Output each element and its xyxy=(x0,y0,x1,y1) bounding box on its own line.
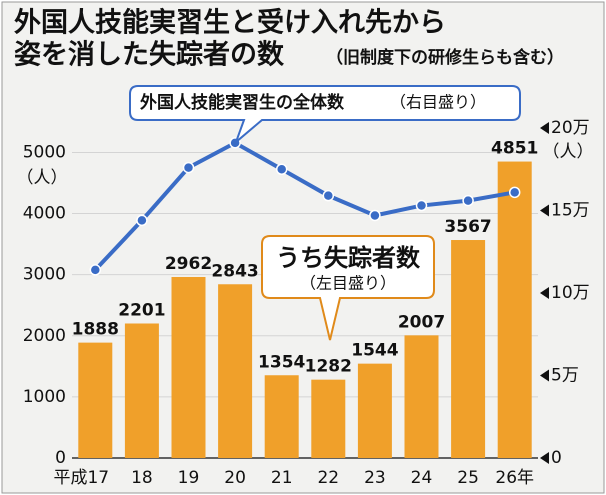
bar-legend: うち失踪者数 xyxy=(276,244,421,272)
bar xyxy=(218,284,253,458)
bar-value-label: 2201 xyxy=(118,300,165,320)
x-tick-label: 20 xyxy=(224,468,246,488)
bar-callout xyxy=(261,235,435,341)
bar-value-label: 1544 xyxy=(351,341,398,361)
line-point xyxy=(369,209,381,222)
line-callout xyxy=(129,85,521,146)
x-tick-label: 19 xyxy=(178,468,200,488)
chart-title: 姿を消した失踪者の数 xyxy=(14,40,285,71)
bar-scale-note: （左目盛り） xyxy=(300,274,396,293)
x-tick-label: 26年 xyxy=(495,468,534,488)
y2-tick-mark xyxy=(540,452,549,464)
line-legend: 外国人技能実習生の全体数 xyxy=(140,92,345,113)
bar-value-label: 1354 xyxy=(258,352,305,372)
bar-value-label: 3567 xyxy=(444,217,491,237)
bar xyxy=(124,323,159,458)
line xyxy=(93,140,516,272)
y2-tick-label: 5万 xyxy=(551,366,579,386)
y-tick-label: 3000 xyxy=(23,265,66,285)
y2-tick-mark xyxy=(540,122,549,134)
bar xyxy=(451,240,486,458)
y-tick-label: 2000 xyxy=(23,326,66,346)
x-tick-label: 23 xyxy=(364,468,386,488)
y-tick-label: 0 xyxy=(55,448,66,468)
bar xyxy=(497,161,532,459)
x-tick-label: 平成17 xyxy=(53,468,109,488)
line-scale-note: （右目盛り） xyxy=(390,93,486,112)
bar-value-label: 1888 xyxy=(72,320,119,340)
bar-value-label: 2843 xyxy=(211,261,258,281)
line-point xyxy=(508,186,521,199)
title-note: （旧制度下の研修生らも含む） xyxy=(326,47,564,68)
line-point xyxy=(415,199,428,212)
bar-value-label: 1282 xyxy=(305,357,352,377)
y2-tick-mark xyxy=(540,369,549,382)
y-tick-label: 5000 xyxy=(23,142,66,162)
x-tick-label: 24 xyxy=(411,468,433,488)
bar xyxy=(264,375,299,458)
bar xyxy=(171,276,206,458)
line-point xyxy=(275,163,288,175)
y2-tick-mark xyxy=(540,287,549,299)
y2-tick-mark xyxy=(540,204,549,217)
line-point xyxy=(182,161,195,174)
bar xyxy=(404,335,439,458)
line-point xyxy=(136,214,148,227)
bar xyxy=(357,363,392,458)
x-tick-label: 25 xyxy=(457,468,479,488)
y2-tick-label: 15万 xyxy=(551,201,590,221)
bar xyxy=(78,342,113,458)
y2-tick-label: 20万 xyxy=(551,118,590,138)
bar xyxy=(311,379,346,458)
x-tick-label: 18 xyxy=(131,468,153,488)
y2-unit: （人） xyxy=(543,142,594,162)
bar-value-label: 4851 xyxy=(491,139,538,159)
chart-title: 外国人技能実習生と受け入れ先から xyxy=(14,7,446,39)
bar-value-label: 2007 xyxy=(398,312,445,332)
y2-tick-label: 10万 xyxy=(551,283,590,303)
x-tick-label: 22 xyxy=(317,468,339,488)
line-point xyxy=(89,264,102,276)
bar-value-label: 2962 xyxy=(165,254,212,274)
y-unit: （人） xyxy=(17,168,68,188)
y-tick-label: 1000 xyxy=(23,387,66,407)
line-point xyxy=(462,194,474,207)
line-point xyxy=(322,189,335,202)
y2-tick-label: 0 xyxy=(551,448,562,468)
y-tick-label: 4000 xyxy=(23,204,66,224)
x-tick-label: 21 xyxy=(271,468,293,488)
